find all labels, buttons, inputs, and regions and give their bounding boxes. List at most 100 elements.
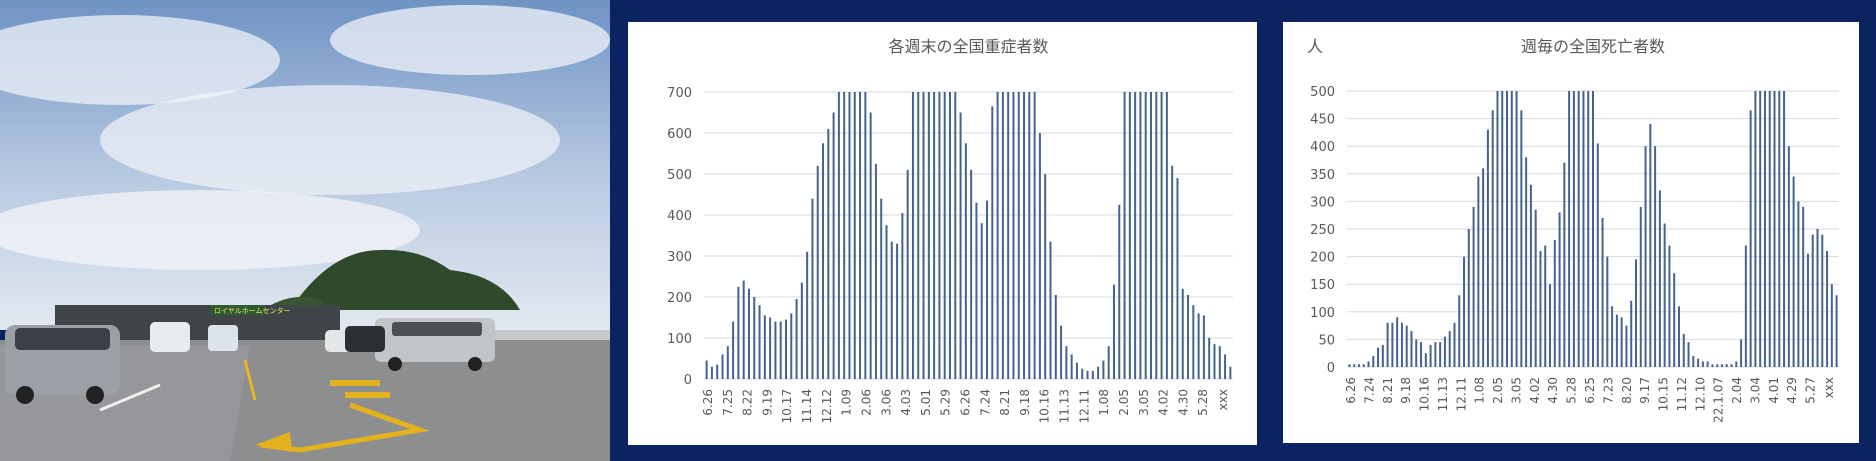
bar-2-61 [1639, 206, 1642, 367]
parking-lot-photo: ロイヤルホームセンター [0, 0, 610, 461]
y-tick-label: 300 [667, 250, 692, 265]
bar-2-60 [1634, 259, 1637, 367]
bar-2-23 [1458, 295, 1461, 367]
bar-1-92 [1192, 305, 1195, 379]
x-tick-label: 5.28 [1565, 377, 1579, 404]
bar-2-42 [1549, 284, 1552, 367]
bar-2-38 [1529, 184, 1532, 367]
bar-2-5 [1372, 355, 1375, 367]
bar-1-72 [1086, 370, 1089, 379]
bar-2-37 [1525, 157, 1528, 367]
bar-1-81 [1134, 92, 1137, 379]
bar-2-18 [1434, 342, 1437, 367]
x-tick-label: xxx [1822, 377, 1836, 398]
x-tick-label: 10.16 [1418, 377, 1432, 411]
bar-2-82 [1740, 339, 1743, 367]
bar-1-51 [975, 202, 978, 379]
bar-2-16 [1424, 353, 1427, 367]
x-tick-label: 5.29 [939, 389, 953, 416]
bar-2-69 [1677, 306, 1680, 367]
bar-1-15 [784, 319, 787, 379]
x-tick-label: 10.17 [780, 389, 794, 423]
bar-2-47 [1572, 91, 1575, 367]
x-tick-label: 6.25 [1583, 377, 1597, 404]
bar-1-45 [943, 92, 946, 379]
bar-1-54 [991, 106, 994, 379]
bar-1-50 [970, 169, 973, 379]
bar-2-3 [1362, 364, 1365, 367]
bar-2-4 [1367, 361, 1370, 367]
x-tick-label: 9.18 [1018, 389, 1032, 416]
y-axis-label: 人 [1307, 37, 1323, 56]
bar-2-41 [1544, 245, 1547, 367]
x-tick-label: 5.28 [1196, 389, 1210, 416]
x-tick-label: 11.13 [1436, 377, 1450, 411]
bar-2-54 [1606, 256, 1609, 367]
x-tick-label: 11.14 [800, 389, 814, 423]
bar-1-40 [917, 92, 920, 379]
bar-2-84 [1749, 110, 1752, 367]
bar-1-85 [1155, 92, 1158, 379]
bar-1-23 [827, 128, 830, 379]
bar-2-52 [1596, 143, 1599, 367]
bar-2-13 [1410, 331, 1413, 367]
bar-1-20 [811, 198, 814, 379]
bar-2-22 [1453, 322, 1456, 367]
x-tick-label: 2.04 [1730, 377, 1744, 404]
x-tick-label: 8.21 [1381, 377, 1395, 404]
bar-1-59 [1017, 92, 1020, 379]
x-tick-label: 9.17 [1638, 377, 1652, 404]
bar-2-36 [1520, 110, 1523, 367]
bar-2-67 [1668, 245, 1671, 367]
bar-2-39 [1534, 209, 1537, 367]
x-tick-label: 10.16 [1038, 389, 1052, 423]
bar-2-76 [1711, 364, 1714, 367]
bar-2-6 [1377, 347, 1380, 367]
x-tick-label: 8.22 [741, 389, 755, 416]
bar-1-2 [716, 364, 719, 379]
x-tick-label: 8.20 [1620, 377, 1634, 404]
store-sign-text: ロイヤルホームセンター [214, 306, 291, 315]
bar-2-59 [1630, 300, 1633, 367]
bar-1-98 [1224, 354, 1227, 379]
bar-2-88 [1768, 91, 1771, 367]
y-tick-label: 600 [667, 127, 692, 142]
bar-1-69 [1070, 354, 1073, 379]
bar-2-62 [1644, 146, 1647, 367]
bar-2-53 [1601, 217, 1604, 367]
bar-2-83 [1744, 245, 1747, 367]
bar-2-21 [1448, 331, 1451, 367]
bar-1-63 [1038, 133, 1041, 379]
bar-1-8 [747, 288, 750, 379]
x-tick-label: 10.15 [1657, 377, 1671, 411]
bar-1-43 [933, 92, 936, 379]
bar-2-90 [1778, 91, 1781, 367]
bar-1-44 [938, 92, 941, 379]
bar-1-90 [1181, 288, 1184, 379]
bar-1-97 [1218, 346, 1221, 379]
bar-1-56 [1001, 92, 1004, 379]
y-tick-label: 500 [667, 168, 692, 183]
bar-2-80 [1730, 364, 1733, 367]
bar-1-65 [1049, 241, 1052, 379]
bar-2-30 [1491, 110, 1494, 367]
bar-1-38 [906, 169, 909, 379]
bar-2-77 [1716, 364, 1719, 367]
bar-1-77 [1112, 284, 1115, 379]
bar-2-95 [1802, 206, 1805, 367]
bar-1-1 [710, 366, 713, 379]
bar-1-32 [874, 163, 877, 379]
bar-2-34 [1510, 91, 1513, 367]
bar-2-11 [1400, 322, 1403, 367]
y-tick-label: 400 [1310, 140, 1335, 155]
chart-title: 各週末の全国重症者数 [888, 37, 1048, 56]
bar-1-74 [1097, 366, 1100, 379]
bar-1-89 [1176, 178, 1179, 379]
bar-2-73 [1697, 358, 1700, 367]
y-tick-label: 200 [1310, 251, 1335, 266]
bar-1-73 [1091, 370, 1094, 379]
bar-2-71 [1687, 342, 1690, 367]
x-tick-label: 7.25 [721, 389, 735, 416]
weekly-deaths-svg: 週毎の全国死亡者数 人 0 50 100 150 200 250 300 350 400 450 500… [1307, 37, 1839, 423]
bar-2-55 [1611, 306, 1614, 367]
